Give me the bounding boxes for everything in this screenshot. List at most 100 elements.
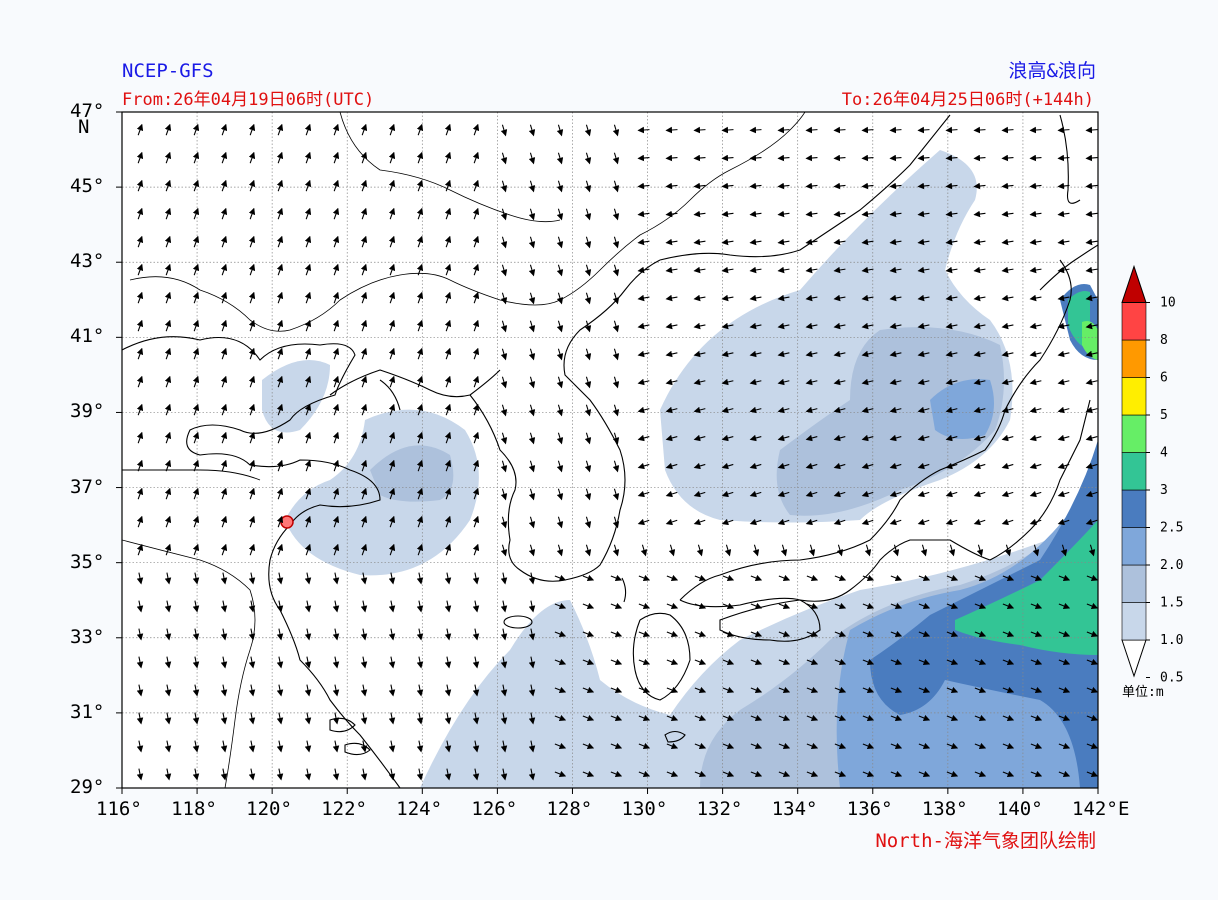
direction-arrow xyxy=(164,740,172,753)
direction-arrow xyxy=(778,714,791,722)
direction-arrow xyxy=(500,600,508,613)
direction-arrow xyxy=(388,263,396,276)
direction-arrow xyxy=(1002,602,1015,610)
direction-arrow xyxy=(136,319,144,332)
direction-arrow xyxy=(444,684,452,697)
direction-arrow xyxy=(332,600,340,613)
direction-arrow xyxy=(917,154,930,162)
direction-arrow xyxy=(164,123,172,136)
direction-arrow xyxy=(1001,406,1014,414)
direction-arrow xyxy=(638,574,651,582)
direction-arrow xyxy=(332,768,340,781)
direction-arrow xyxy=(584,544,592,557)
direction-arrow xyxy=(136,207,144,220)
direction-arrow xyxy=(1029,322,1042,330)
direction-arrow xyxy=(444,123,452,136)
direction-arrow xyxy=(136,543,144,556)
direction-arrow xyxy=(806,658,819,666)
direction-arrow xyxy=(472,347,480,360)
direction-arrow xyxy=(416,740,424,753)
direction-arrow xyxy=(584,124,592,137)
direction-arrow xyxy=(528,488,536,501)
direction-arrow xyxy=(472,291,480,304)
direction-arrow xyxy=(1029,238,1042,246)
direction-arrow xyxy=(637,462,650,470)
direction-arrow xyxy=(220,768,228,781)
direction-arrow xyxy=(862,574,875,582)
direction-arrow xyxy=(220,515,228,528)
legend-swatch xyxy=(1121,489,1147,528)
direction-arrow xyxy=(805,518,818,526)
direction-arrow xyxy=(889,210,902,218)
direction-arrow xyxy=(974,602,987,610)
direction-arrow xyxy=(136,235,144,248)
direction-arrow xyxy=(889,294,902,302)
direction-arrow xyxy=(694,574,707,582)
direction-arrow xyxy=(248,768,256,781)
direction-arrow xyxy=(136,403,144,416)
direction-arrow xyxy=(1058,630,1071,638)
direction-arrow xyxy=(890,630,903,638)
direction-arrow xyxy=(1029,210,1042,218)
direction-arrow xyxy=(164,207,172,220)
direction-arrow xyxy=(666,742,679,750)
direction-arrow xyxy=(192,656,200,669)
direction-arrow xyxy=(861,406,874,414)
direction-arrow xyxy=(584,152,592,165)
direction-arrow xyxy=(582,630,595,638)
direction-arrow xyxy=(693,126,706,134)
direction-arrow xyxy=(749,462,762,470)
direction-arrow xyxy=(444,403,452,416)
direction-arrow xyxy=(332,207,340,220)
direction-arrow xyxy=(833,518,846,526)
direction-arrow xyxy=(528,740,536,753)
direction-arrow xyxy=(1058,742,1071,750)
direction-arrow xyxy=(1085,266,1098,274)
direction-arrow xyxy=(1058,658,1071,666)
direction-arrow xyxy=(220,684,228,697)
direction-arrow xyxy=(332,712,340,725)
direction-arrow xyxy=(721,378,734,386)
direction-arrow xyxy=(1001,378,1014,386)
direction-arrow xyxy=(610,658,623,666)
direction-arrow xyxy=(638,602,651,610)
direction-arrow xyxy=(584,488,592,501)
direction-arrow xyxy=(861,238,874,246)
direction-arrow xyxy=(917,238,930,246)
direction-arrow xyxy=(528,684,536,697)
direction-arrow xyxy=(528,432,536,445)
direction-arrow xyxy=(304,543,312,556)
direction-arrow xyxy=(416,628,424,641)
direction-arrow xyxy=(805,294,818,302)
direction-arrow xyxy=(1086,658,1098,666)
direction-arrow xyxy=(304,123,312,136)
direction-arrow xyxy=(612,180,620,193)
color-legend: 0.5 1.0 1.5 2.0 2.5 3 4 5 6 8 10 xyxy=(1121,264,1183,686)
direction-arrow xyxy=(472,515,480,528)
direction-arrow xyxy=(833,210,846,218)
legend-level-label: 10 xyxy=(1160,296,1176,311)
direction-arrow xyxy=(360,515,368,528)
direction-arrow xyxy=(833,294,846,302)
direction-arrow xyxy=(276,459,284,472)
direction-arrow xyxy=(945,322,958,330)
direction-arrow xyxy=(1058,770,1071,778)
direction-arrow xyxy=(556,488,564,501)
direction-arrow xyxy=(360,319,368,332)
direction-arrow xyxy=(388,179,396,192)
direction-arrow xyxy=(332,543,340,556)
direction-arrow xyxy=(890,658,903,666)
direction-arrow xyxy=(500,740,508,753)
direction-arrow xyxy=(1057,126,1070,134)
direction-arrow xyxy=(1057,322,1070,330)
direction-arrow xyxy=(500,544,508,557)
direction-arrow xyxy=(554,742,567,750)
direction-arrow xyxy=(1029,378,1042,386)
direction-arrow xyxy=(637,406,650,414)
direction-arrow xyxy=(472,431,480,444)
direction-arrow xyxy=(444,179,452,192)
lon-tick-label: 130° xyxy=(621,798,668,820)
direction-arrow xyxy=(834,742,847,750)
direction-arrow xyxy=(665,378,678,386)
direction-arrow xyxy=(360,600,368,613)
